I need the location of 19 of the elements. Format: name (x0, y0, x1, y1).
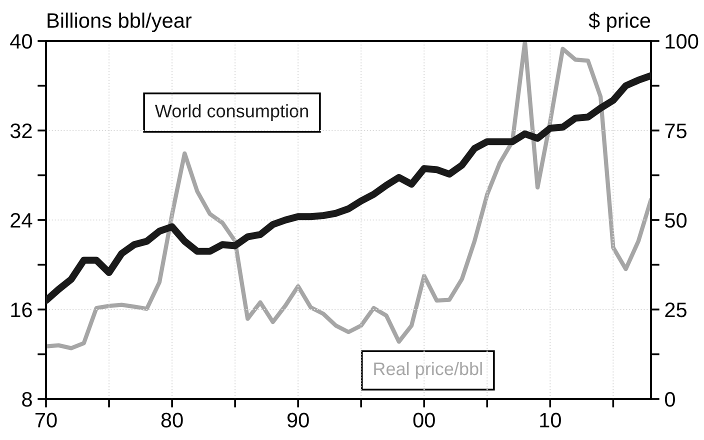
y-tick-label: 24 (10, 213, 32, 228)
x-tick-label: 70 (35, 412, 57, 428)
y2-tick-label: 50 (665, 213, 687, 228)
y-tick-label: 16 (11, 302, 32, 318)
y-axis-title: Billions bbl/year (48, 12, 192, 32)
y2-tick-label: 0 (665, 392, 675, 407)
text: World consumption (154, 104, 308, 122)
y2-tick-label: 75 (665, 124, 686, 138)
y2-tick-label: 25 (665, 302, 686, 318)
y-tick-label: 8 (22, 392, 32, 407)
x-tick-label: 00 (413, 412, 435, 428)
x-tick-label: 10 (540, 412, 561, 428)
y2-tick-label: 100 (666, 34, 698, 49)
y2-axis-title: $ price (588, 12, 650, 32)
y-tick-label: 32 (10, 124, 32, 138)
x-tick-label: 90 (287, 412, 309, 428)
x-tick-label: 80 (161, 412, 183, 428)
series-label: Real price/bbl (374, 362, 482, 379)
y-tick-label: 40 (10, 34, 32, 49)
